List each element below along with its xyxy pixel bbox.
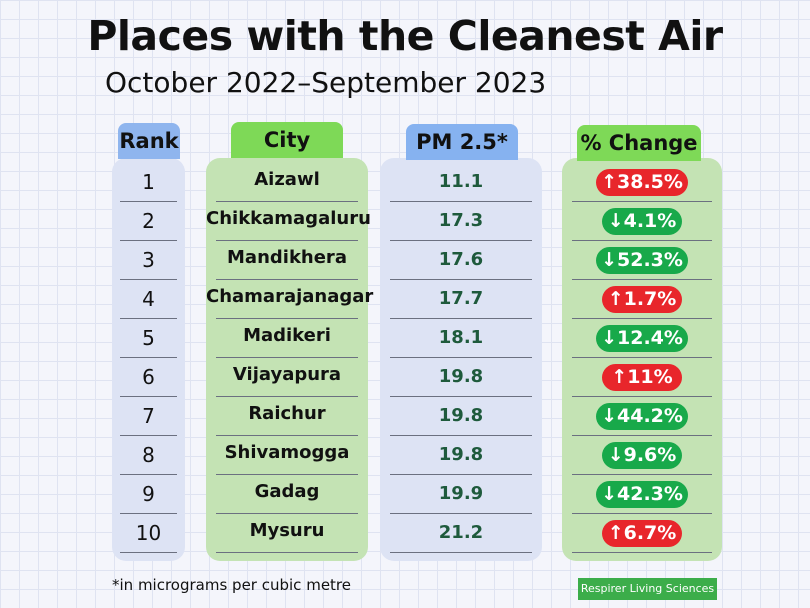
row-divider [390, 357, 532, 358]
row-divider [216, 396, 358, 397]
row-divider [390, 240, 532, 241]
decrease-badge: ↓44.2% [596, 403, 688, 430]
increase-badge: ↑6.7% [602, 520, 682, 547]
rank-cell: 8 [142, 443, 155, 467]
pm-cell: 19.9 [438, 483, 484, 504]
pm-cell: 11.1 [438, 171, 484, 192]
row-divider [120, 318, 177, 319]
row-divider [216, 552, 358, 553]
rank-cell: 3 [142, 248, 155, 272]
city-cell: Vijayapura [232, 364, 342, 385]
city-cell: Mandikhera [227, 247, 347, 268]
row-divider [572, 201, 712, 202]
rank-cell: 7 [142, 404, 155, 428]
pm-cell: 18.1 [438, 327, 484, 348]
row-divider [390, 201, 532, 202]
city-cell: Chikkamagaluru [206, 208, 371, 229]
rank-column-bg [112, 158, 185, 561]
decrease-badge: ↓4.1% [602, 208, 682, 235]
decrease-badge: ↓52.3% [596, 247, 688, 274]
rank-header: Rank [118, 123, 180, 159]
row-divider [216, 474, 358, 475]
pm-header: PM 2.5* [406, 124, 518, 160]
row-divider [572, 552, 712, 553]
row-divider [120, 279, 177, 280]
row-divider [390, 435, 532, 436]
row-divider [572, 474, 712, 475]
footnote: *in micrograms per cubic metre [112, 576, 351, 594]
pm-cell: 17.3 [438, 210, 484, 231]
rank-cell: 6 [142, 365, 155, 389]
row-divider [216, 318, 358, 319]
rank-cell: 10 [135, 521, 162, 545]
row-divider [390, 279, 532, 280]
row-divider [216, 435, 358, 436]
pm-cell: 19.8 [438, 366, 484, 387]
pm-cell: 21.2 [438, 522, 484, 543]
city-cell: Aizawl [254, 169, 320, 190]
city-cell: Shivamogga [224, 442, 350, 463]
city-header: City [231, 122, 343, 158]
rank-cell: 1 [142, 170, 155, 194]
rank-cell: 5 [142, 326, 155, 350]
row-divider [572, 357, 712, 358]
row-divider [572, 513, 712, 514]
increase-badge: ↑38.5% [596, 169, 688, 196]
decrease-badge: ↓9.6% [602, 442, 682, 469]
rank-cell: 9 [142, 482, 155, 506]
city-cell: Mysuru [249, 520, 325, 541]
row-divider [120, 357, 177, 358]
decrease-badge: ↓42.3% [596, 481, 688, 508]
decrease-badge: ↓12.4% [596, 325, 688, 352]
row-divider [120, 552, 177, 553]
row-divider [390, 552, 532, 553]
brand-badge: Respirer Living Sciences [578, 578, 717, 600]
row-divider [216, 240, 358, 241]
row-divider [390, 318, 532, 319]
increase-badge: ↑11% [602, 364, 682, 391]
pm-cell: 17.7 [438, 288, 484, 309]
row-divider [120, 513, 177, 514]
row-divider [120, 435, 177, 436]
pm-cell: 19.8 [438, 444, 484, 465]
row-divider [120, 201, 177, 202]
row-divider [572, 279, 712, 280]
increase-badge: ↑1.7% [602, 286, 682, 313]
row-divider [572, 318, 712, 319]
chart-title: Places with the Cleanest Air [87, 12, 723, 60]
row-divider [390, 396, 532, 397]
row-divider [120, 240, 177, 241]
pm-column-bg [380, 158, 542, 561]
row-divider [216, 279, 358, 280]
row-divider [390, 513, 532, 514]
city-cell: Madikeri [243, 325, 331, 346]
city-cell: Gadag [254, 481, 320, 502]
rank-cell: 4 [142, 287, 155, 311]
city-column-bg [206, 158, 368, 561]
pm-cell: 17.6 [438, 249, 484, 270]
row-divider [572, 396, 712, 397]
city-cell: Raichur [248, 403, 326, 424]
pm-cell: 19.8 [438, 405, 484, 426]
row-divider [216, 201, 358, 202]
row-divider [572, 240, 712, 241]
row-divider [572, 435, 712, 436]
change-header: % Change [577, 125, 701, 161]
row-divider [390, 474, 532, 475]
chart-subtitle: October 2022–September 2023 [105, 66, 547, 99]
row-divider [120, 396, 177, 397]
row-divider [120, 474, 177, 475]
row-divider [216, 513, 358, 514]
city-cell: Chamarajanagar [206, 286, 374, 307]
row-divider [216, 357, 358, 358]
rank-cell: 2 [142, 209, 155, 233]
